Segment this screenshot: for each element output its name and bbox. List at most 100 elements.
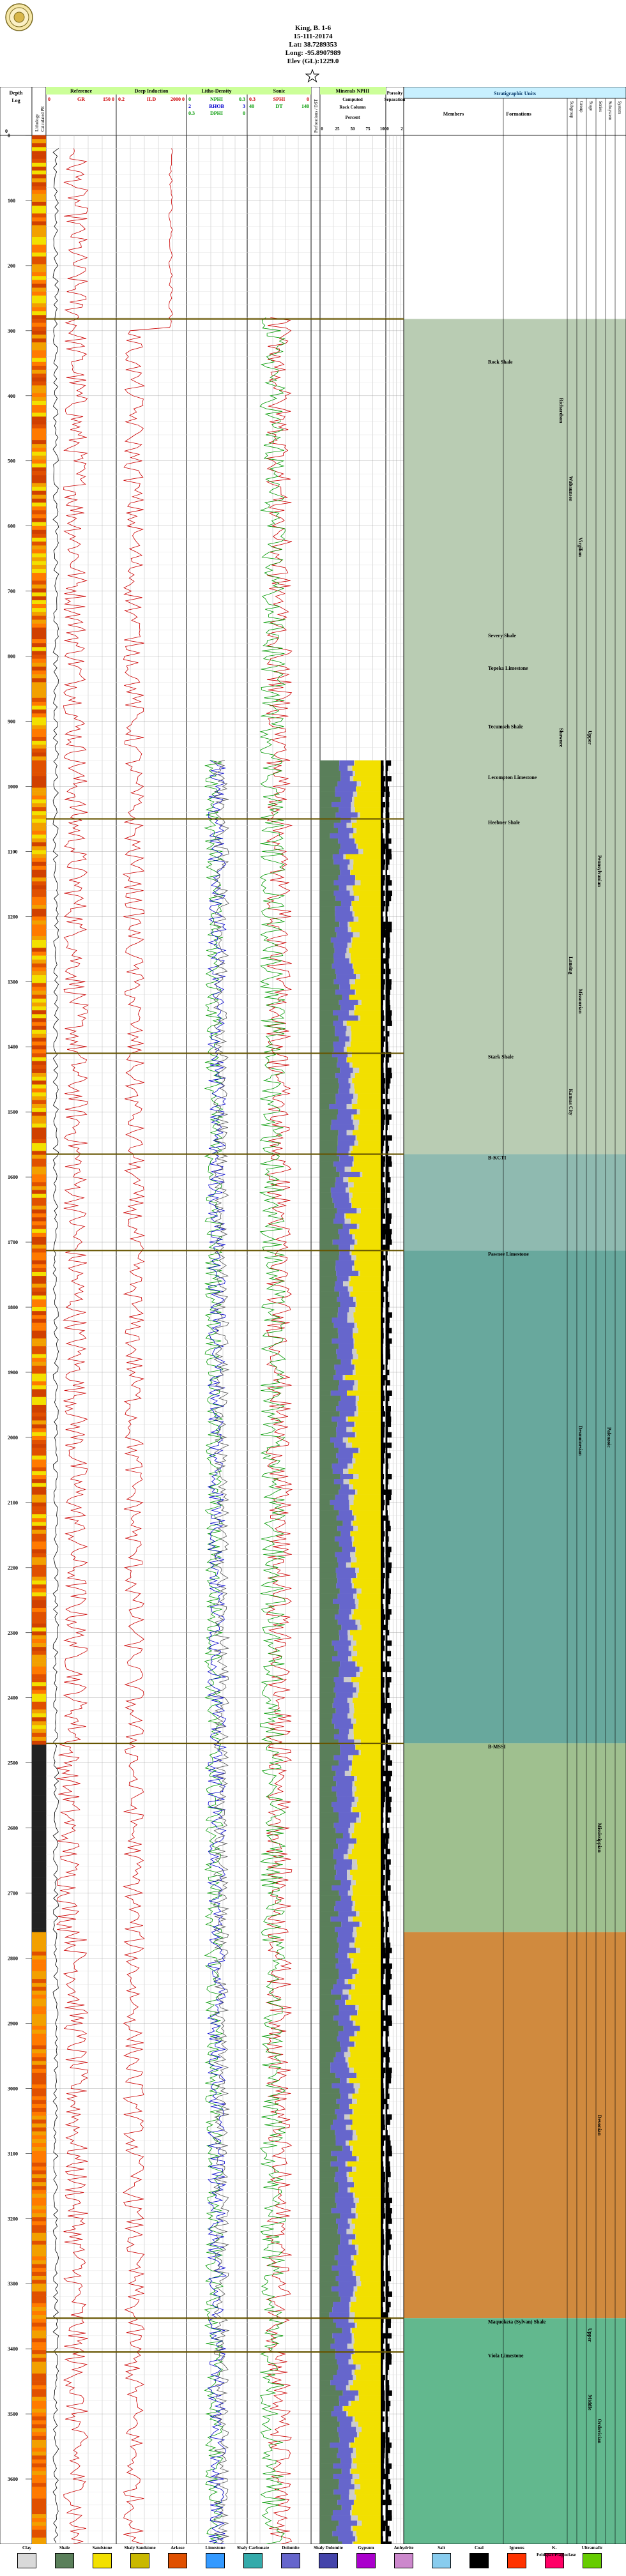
legend-swatch <box>206 2553 225 2568</box>
sonic-legend: 0.3 SPHI 0 40 DT 140 <box>249 96 309 109</box>
depth-label-3: 300 <box>8 328 15 334</box>
legend-swatch <box>55 2553 74 2568</box>
legend-label: Arkose <box>171 2545 185 2550</box>
legend-label: Anhydrite <box>393 2545 414 2550</box>
legend-item-9: Gypsum <box>348 2545 384 2568</box>
porosity-subtitle: Separation <box>385 97 406 102</box>
litho-density-legend: 0 NPHI 0.32 RHOB 30.3 DPHI 0 <box>188 96 245 116</box>
strat-zone-0 <box>404 319 626 1155</box>
strat-columns <box>403 98 626 2544</box>
strat-zone-2 <box>404 1250 626 1744</box>
track-headers <box>0 87 626 136</box>
ld-right-0: 0.3 <box>239 96 245 102</box>
elevation: Elev (GL):1229.0 <box>287 57 339 65</box>
depth-label-12: 1200 <box>8 914 18 920</box>
depth-label-33: 3300 <box>8 2281 18 2287</box>
legend-label: Shaly Carbonate <box>236 2545 270 2550</box>
porosity-title: Porosity <box>387 91 403 96</box>
mineral-tick-2: 50 <box>351 126 356 132</box>
depth-label-28: 2800 <box>8 1955 18 1961</box>
legend-label: Ultramafic <box>581 2545 603 2550</box>
legend-swatch <box>545 2553 564 2568</box>
dphi-curve <box>213 760 231 2544</box>
well-log-chart: Depth Log 0 Lithology Calculated PE Refe… <box>0 87 626 2544</box>
legend-item-5: Limestone <box>197 2545 233 2568</box>
depth-label-0: 0 <box>8 133 10 139</box>
lithology-legend: Clay Shale Sandstone Shaly Sandstone Arkose L… <box>0 2545 626 2576</box>
legend-swatch <box>507 2553 526 2568</box>
depth-label-1: 100 <box>8 198 15 204</box>
depth-label-34: 3400 <box>8 2346 18 2352</box>
mineral-tick-3: 75 <box>366 126 371 132</box>
strat-unit-label-9: Upper <box>587 731 593 745</box>
legend-swatch <box>470 2553 489 2568</box>
resistivity-track-title: Deep Induction <box>135 88 169 94</box>
depth-subtitle: Log <box>11 98 20 103</box>
porosity-tick-1: 2 <box>401 126 403 132</box>
legend-swatch <box>281 2553 300 2568</box>
depth-label-5: 500 <box>8 458 15 464</box>
ld-left-0: 0 <box>188 96 191 102</box>
legend-item-6: Shaly Carbonate <box>235 2545 271 2568</box>
strat-title: Stratigraphic Units <box>494 91 536 96</box>
mineral-rock-column-label: Rock Column <box>339 105 366 110</box>
strat-column-headers: Subgroup Group Stage Series Subsystem System <box>569 101 622 121</box>
log-header: King, B. 1-6 15-111-20174 Lat: 38.728935… <box>0 0 626 86</box>
legend-item-4: Arkose <box>160 2545 195 2568</box>
strat-zone-4 <box>404 1932 626 2319</box>
mineral-tick-4: 100 <box>380 126 387 132</box>
formation-label-9: B-MSSI <box>488 1744 506 1750</box>
depth-label-15: 1500 <box>8 1109 18 1115</box>
mineral-tick-0: 0 <box>321 126 323 132</box>
strat-unit-label-10: Paleozoic <box>606 1427 612 1448</box>
depth-label-19: 1900 <box>8 1370 18 1375</box>
strat-labels: Rock Shale Severy Shale Topeka Limestone Te… <box>488 360 612 2444</box>
legend-swatch <box>168 2553 187 2568</box>
depth-label-14: 1400 <box>8 1044 18 1050</box>
legend-label: Dolomite <box>282 2545 300 2550</box>
gr-curve <box>56 148 89 2544</box>
legend-item-0: Clay <box>9 2545 45 2568</box>
strat-zone-3 <box>404 1743 626 1932</box>
mineral-percent-label: Percent <box>346 115 360 120</box>
depth-label-20: 2000 <box>8 1435 18 1441</box>
mineral-column <box>320 760 386 2544</box>
legend-item-7: Dolomite <box>273 2545 309 2568</box>
legend-label: Shale <box>59 2545 70 2550</box>
depth-label-9: 900 <box>8 719 15 725</box>
strat-zone-1 <box>404 1154 626 1251</box>
strat-unit-label-15: Middle <box>587 2395 593 2411</box>
legend-swatch <box>432 2553 451 2568</box>
sonic-left-1: 40 <box>249 103 254 109</box>
strat-unit-label-3: Shawnee <box>558 728 564 748</box>
well-name: King, B. 1-6 <box>294 24 332 32</box>
depth-label-36: 3600 <box>8 2476 18 2482</box>
log-body: 0100200300400500600700800900100011001200… <box>0 98 626 2544</box>
sphi-curve <box>265 317 293 2544</box>
depth-label-35: 3500 <box>8 2411 18 2417</box>
legend-item-12: Coal <box>461 2545 497 2568</box>
nphi-curve <box>204 760 224 2544</box>
mineral-track-title: Minerals NPHI <box>336 88 370 94</box>
depth-label-25: 2500 <box>8 1761 18 1766</box>
legend-label: Sandstone <box>92 2545 112 2550</box>
depth-label-16: 1600 <box>8 1174 18 1180</box>
sonic-track-title: Sonic <box>273 88 286 94</box>
mineral-tick-1: 25 <box>335 126 340 132</box>
legend-item-2: Sandstone <box>84 2545 120 2568</box>
ld-name-1: RHOB <box>209 103 224 109</box>
legend-label: Limestone <box>205 2545 225 2550</box>
strat-unit-label-12: Devonian <box>597 2115 602 2136</box>
depth-label-13: 1300 <box>8 979 18 985</box>
legend-swatch <box>583 2553 602 2568</box>
legend-item-14: K-Feldspar/Plagioclase <box>537 2545 576 2568</box>
legend-label: Gypsum <box>358 2545 374 2550</box>
lithology-subtitle: Calculated PE <box>40 106 45 132</box>
formation-label-2: Topeka Limestone <box>488 665 528 671</box>
depth-label-21: 2100 <box>8 1500 18 1506</box>
dt-curve <box>259 317 286 2544</box>
formation-tops <box>46 318 404 2353</box>
depth-label-30: 3000 <box>8 2086 18 2091</box>
api-number: 15-111-20174 <box>293 33 333 40</box>
longitude: Long: -95.8907989 <box>285 49 341 57</box>
